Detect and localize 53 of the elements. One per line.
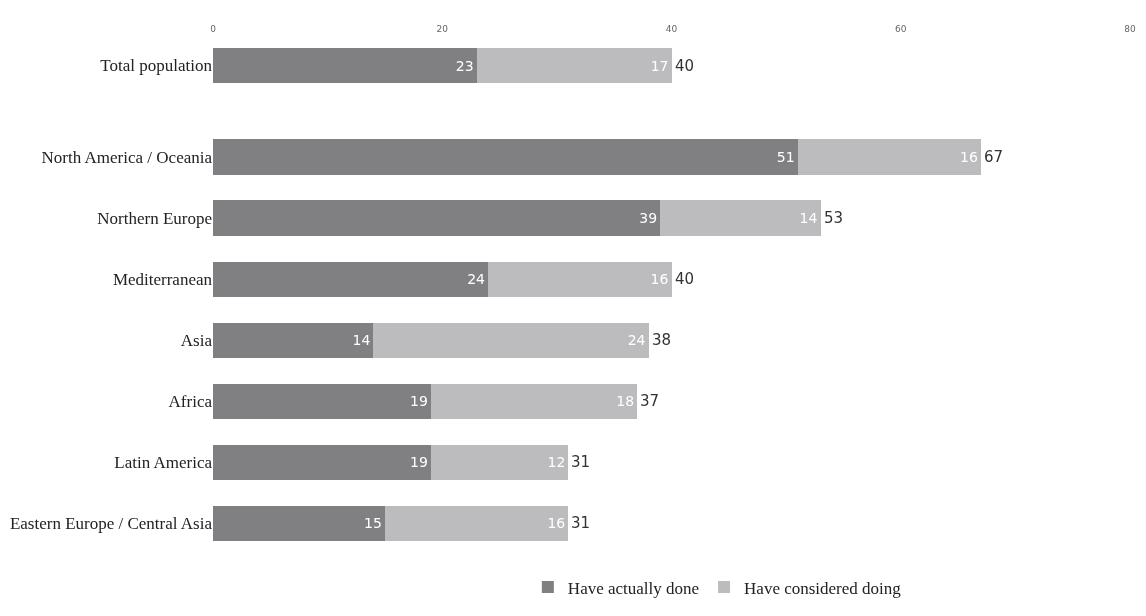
bar xyxy=(660,200,821,236)
x-tick-label: 60 xyxy=(895,24,907,35)
legend-label: Have considered doing xyxy=(744,578,902,598)
bar xyxy=(430,383,638,420)
total-label: 38 xyxy=(652,331,672,349)
total-label: 67 xyxy=(984,148,1004,166)
y-tick-label: Northern Europe xyxy=(97,209,212,229)
total-label: 31 xyxy=(571,453,591,471)
bar xyxy=(213,322,374,358)
data-label: 12 xyxy=(547,454,566,471)
bar xyxy=(213,200,661,236)
data-label: 16 xyxy=(650,271,669,288)
data-label: 17 xyxy=(650,57,669,74)
data-label: 24 xyxy=(627,332,646,349)
legend-label: Have actually done xyxy=(567,578,700,598)
y-tick-label: Asia xyxy=(180,331,213,351)
data-label: 23 xyxy=(455,57,474,74)
bar xyxy=(373,322,649,358)
x-tick-label: 40 xyxy=(665,24,678,35)
total-label: 40 xyxy=(675,57,695,75)
x-tick-label: 80 xyxy=(1124,24,1136,35)
total-label: 40 xyxy=(675,270,695,288)
bar xyxy=(213,444,431,481)
data-label: 24 xyxy=(467,271,486,288)
y-tick-label: North America / Oceania xyxy=(41,148,213,168)
data-label: 14 xyxy=(799,210,818,227)
x-tick-label: 0 xyxy=(210,24,217,35)
x-tick-label: 20 xyxy=(436,24,449,35)
bar xyxy=(384,505,569,542)
data-label: 39 xyxy=(639,210,658,227)
bar xyxy=(213,505,385,542)
total-label: 31 xyxy=(571,514,591,532)
data-label: 51 xyxy=(776,149,795,166)
data-label: 15 xyxy=(364,515,382,532)
y-tick-label: Africa xyxy=(168,392,213,412)
data-label: 19 xyxy=(409,393,428,410)
bar xyxy=(430,444,569,481)
data-label: 18 xyxy=(616,393,635,410)
data-label: 19 xyxy=(409,454,428,471)
y-tick-label: Latin America xyxy=(114,453,213,473)
data-label: 14 xyxy=(352,332,371,349)
bar xyxy=(797,139,981,175)
bar xyxy=(488,261,672,297)
bar xyxy=(213,261,489,297)
total-label: 53 xyxy=(824,209,844,227)
bar xyxy=(213,139,798,175)
total-label: 37 xyxy=(640,392,660,410)
data-label: 16 xyxy=(960,149,978,166)
y-tick-label: Mediterranean xyxy=(112,270,213,290)
bar xyxy=(213,383,431,420)
y-tick-label: Total population xyxy=(100,56,213,76)
data-label: 16 xyxy=(547,515,566,532)
y-tick-label: Eastern Europe / Central Asia xyxy=(9,514,213,534)
